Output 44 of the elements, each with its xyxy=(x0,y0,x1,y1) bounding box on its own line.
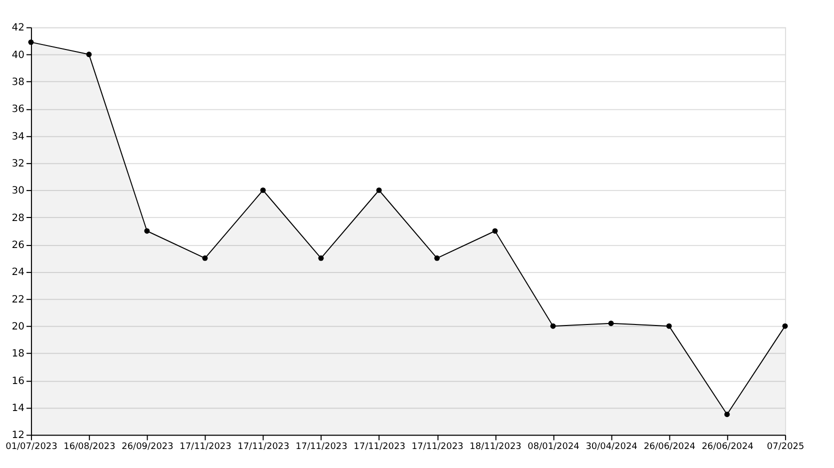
y-tick-label: 30 xyxy=(12,186,24,197)
y-tick-label: 24 xyxy=(12,267,24,278)
point xyxy=(28,39,34,45)
y-tick-label: 16 xyxy=(12,376,24,387)
y-tick-label: 12 xyxy=(12,430,24,442)
x-tick-label: 17/11/2023 xyxy=(180,442,232,452)
x-tick-label: 26/06/2024 xyxy=(644,442,696,452)
y-tick-label: 38 xyxy=(12,77,24,88)
point xyxy=(782,323,788,329)
x-tick-label: 30/04/2024 xyxy=(586,442,638,452)
y-tick-label: 28 xyxy=(12,212,24,224)
point xyxy=(550,323,556,329)
point xyxy=(144,228,150,234)
y-tick-label: 42 xyxy=(12,22,24,34)
y-tick-label: 18 xyxy=(12,348,24,360)
y-tick-label: 34 xyxy=(12,131,24,142)
x-tick-label: 17/11/2023 xyxy=(354,442,406,452)
point xyxy=(86,52,92,58)
y-tick-label: 36 xyxy=(12,104,24,116)
point xyxy=(434,255,440,261)
point xyxy=(666,323,672,329)
y-tick-label: 22 xyxy=(12,294,24,306)
y-tick-label: 32 xyxy=(12,158,24,170)
point xyxy=(260,188,266,193)
x-tick-label: 01/07/2023 xyxy=(6,442,58,452)
x-tick-label: 08/01/2024 xyxy=(528,442,580,452)
point xyxy=(376,188,382,193)
x-tick-label: 07/2025 xyxy=(766,442,804,452)
y-tick-label: 26 xyxy=(12,240,24,252)
x-tick-label: 16/08/2023 xyxy=(64,442,116,452)
point xyxy=(202,255,208,261)
point xyxy=(318,255,324,261)
x-tick-label: 26/09/2023 xyxy=(122,442,174,452)
y-tick-label: 14 xyxy=(12,403,24,414)
y-tick-label: 40 xyxy=(12,50,24,61)
x-tick-label: 26/06/2024 xyxy=(702,442,754,452)
x-tick-label: 18/11/2023 xyxy=(470,442,522,452)
x-tick-label: 17/11/2023 xyxy=(412,442,464,452)
x-tick-label: 17/11/2023 xyxy=(296,442,348,452)
point xyxy=(724,412,730,418)
x-tick-label: 17/11/2023 xyxy=(238,442,290,452)
y-tick-label: 20 xyxy=(12,322,24,333)
point xyxy=(608,320,614,326)
point xyxy=(492,228,498,234)
